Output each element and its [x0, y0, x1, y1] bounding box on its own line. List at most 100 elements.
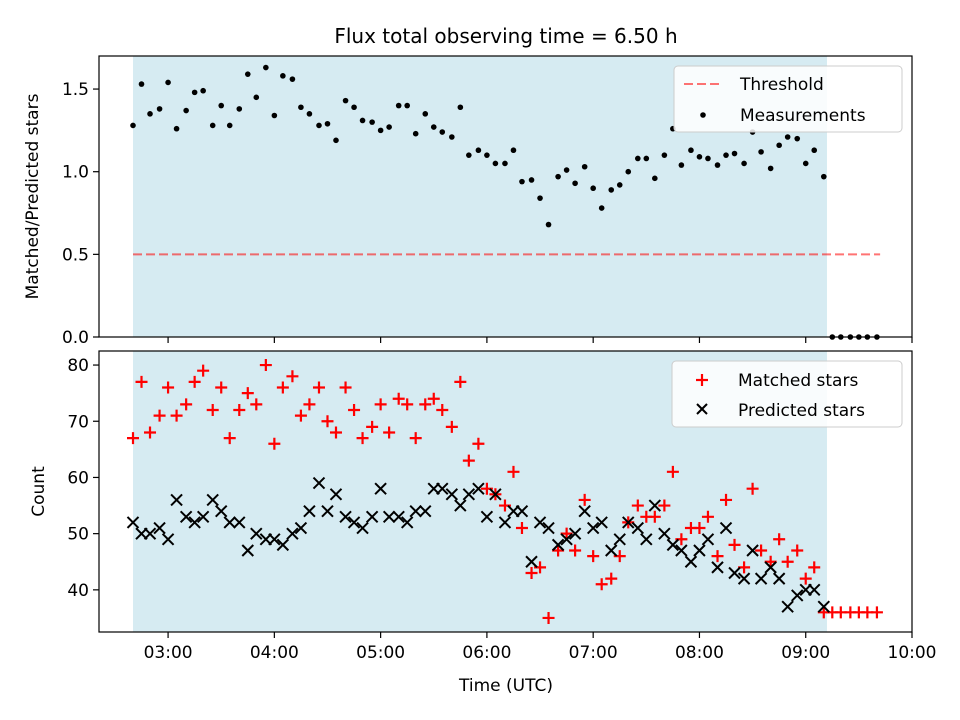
predicted-star-point: [631, 521, 645, 535]
matched-star-point: [791, 544, 804, 557]
predicted-star-point: [781, 600, 794, 613]
measurement-point: [625, 168, 632, 175]
matched-star-point: [259, 359, 272, 372]
predicted-star-point: [586, 521, 600, 535]
predicted-star-point: [640, 533, 653, 546]
measurement-point: [449, 134, 455, 140]
matched-star-point: [180, 398, 193, 411]
predicted-star-point: [374, 482, 387, 495]
measurement-point: [156, 106, 163, 112]
legend-matched-swatch: [696, 374, 708, 386]
measurement-point: [519, 178, 525, 185]
predicted-star-point: [276, 538, 290, 552]
matched-star-point: [374, 398, 387, 411]
predicted-star-point: [382, 510, 396, 523]
measurement-point: [723, 152, 729, 158]
matched-star-point: [755, 544, 768, 557]
predicted-star-point: [250, 527, 263, 540]
measurement-point: [484, 152, 490, 158]
matched-star-point: [728, 538, 741, 551]
predicted-star-point: [711, 561, 724, 574]
matched-star-point: [738, 561, 751, 574]
measurement-point: [218, 102, 225, 109]
predicted-star-point: [454, 499, 467, 512]
measurement-point: [395, 102, 402, 109]
measurement-point: [608, 187, 615, 193]
predicted-star-point: [161, 533, 175, 546]
matched-star-point: [206, 404, 219, 417]
legend-predicted-swatch: [696, 403, 708, 415]
measurement-point: [263, 64, 269, 71]
matched-star-point: [454, 375, 467, 388]
measurement-point: [741, 160, 747, 167]
bottom-y-ticks: 40 50 60 70 80: [67, 356, 99, 601]
matched-star-point: [587, 550, 600, 563]
bottom-panel-frame: [98, 350, 913, 633]
predicted-star-point: [339, 510, 352, 523]
matched-star-point: [383, 426, 396, 439]
matched-star-point: [392, 392, 405, 405]
matched-star-point: [268, 437, 281, 450]
matched-star-point: [605, 572, 618, 585]
matched-star-point: [366, 420, 379, 433]
measurement-point: [369, 119, 375, 125]
measurement-point: [333, 137, 339, 144]
predicted-star-point: [684, 555, 698, 568]
predicted-star-point: [613, 533, 626, 546]
predicted-star-point: [648, 499, 662, 512]
predicted-star-point: [268, 533, 281, 546]
predicted-star-point: [772, 572, 786, 585]
x-tick-label: 06:00: [462, 643, 511, 663]
measurement-point: [183, 107, 189, 114]
top-panel: 0.0 0.5 1.0 1.5 Matched/Predicted stars Thr…: [23, 55, 913, 348]
measurement-point: [731, 150, 738, 157]
measurement-point: [643, 155, 650, 162]
y-tick-label: 50: [67, 525, 89, 545]
x-tick-label: 03:00: [144, 643, 193, 663]
matched-star-point: [401, 398, 414, 411]
predicted-star-point: [179, 510, 193, 523]
bottom-legend-box: [671, 360, 903, 428]
matched-star-point: [711, 550, 724, 563]
matched-star-point: [507, 465, 520, 478]
predicted-star-point: [196, 510, 210, 523]
measurement-point: [466, 152, 472, 158]
measurement-point: [324, 120, 331, 127]
matched-star-point: [764, 555, 777, 568]
predicted-star-point: [153, 521, 166, 535]
predicted-star-point: [791, 589, 804, 602]
measurement-point: [714, 162, 721, 168]
matched-star-point: [542, 611, 555, 624]
matched-star-point: [241, 387, 254, 400]
bottom-x-ticks: 03:00 04:00 05:00 06:00 07:00 08:00 09:00 10:00: [144, 632, 937, 663]
matched-star-point: [515, 522, 528, 535]
predicted-star-point: [622, 516, 635, 529]
measurement-point: [696, 154, 703, 160]
measurement-point: [776, 142, 782, 149]
top-y-ticks: 0.0 0.5 1.0 1.5: [62, 80, 99, 348]
y-tick-label: 0.0: [62, 328, 89, 348]
matched-star-point: [658, 499, 671, 512]
measurement-point: [412, 130, 419, 137]
matched-star-point: [693, 522, 706, 535]
predicted-star-point: [728, 566, 741, 580]
measurement-point: [545, 221, 552, 228]
measurement-point: [794, 135, 801, 142]
matched-star-point: [223, 432, 236, 445]
measurement-point: [457, 104, 464, 111]
measurement-point: [236, 106, 243, 112]
matched-star-point: [781, 555, 794, 568]
predicted-star-point: [445, 488, 459, 501]
measurement-point: [226, 122, 233, 129]
matched-star-point: [409, 432, 422, 445]
matched-star-point: [312, 381, 325, 394]
measurement-point: [165, 79, 171, 86]
predicted-star-point: [817, 600, 830, 613]
measurement-point: [377, 127, 384, 134]
measurement-point: [563, 167, 570, 173]
measurement-point: [359, 117, 366, 124]
measurement-point: [784, 134, 791, 140]
predicted-star-point: [400, 516, 414, 529]
y-tick-label: 60: [67, 468, 89, 488]
matched-star-point: [808, 561, 821, 574]
